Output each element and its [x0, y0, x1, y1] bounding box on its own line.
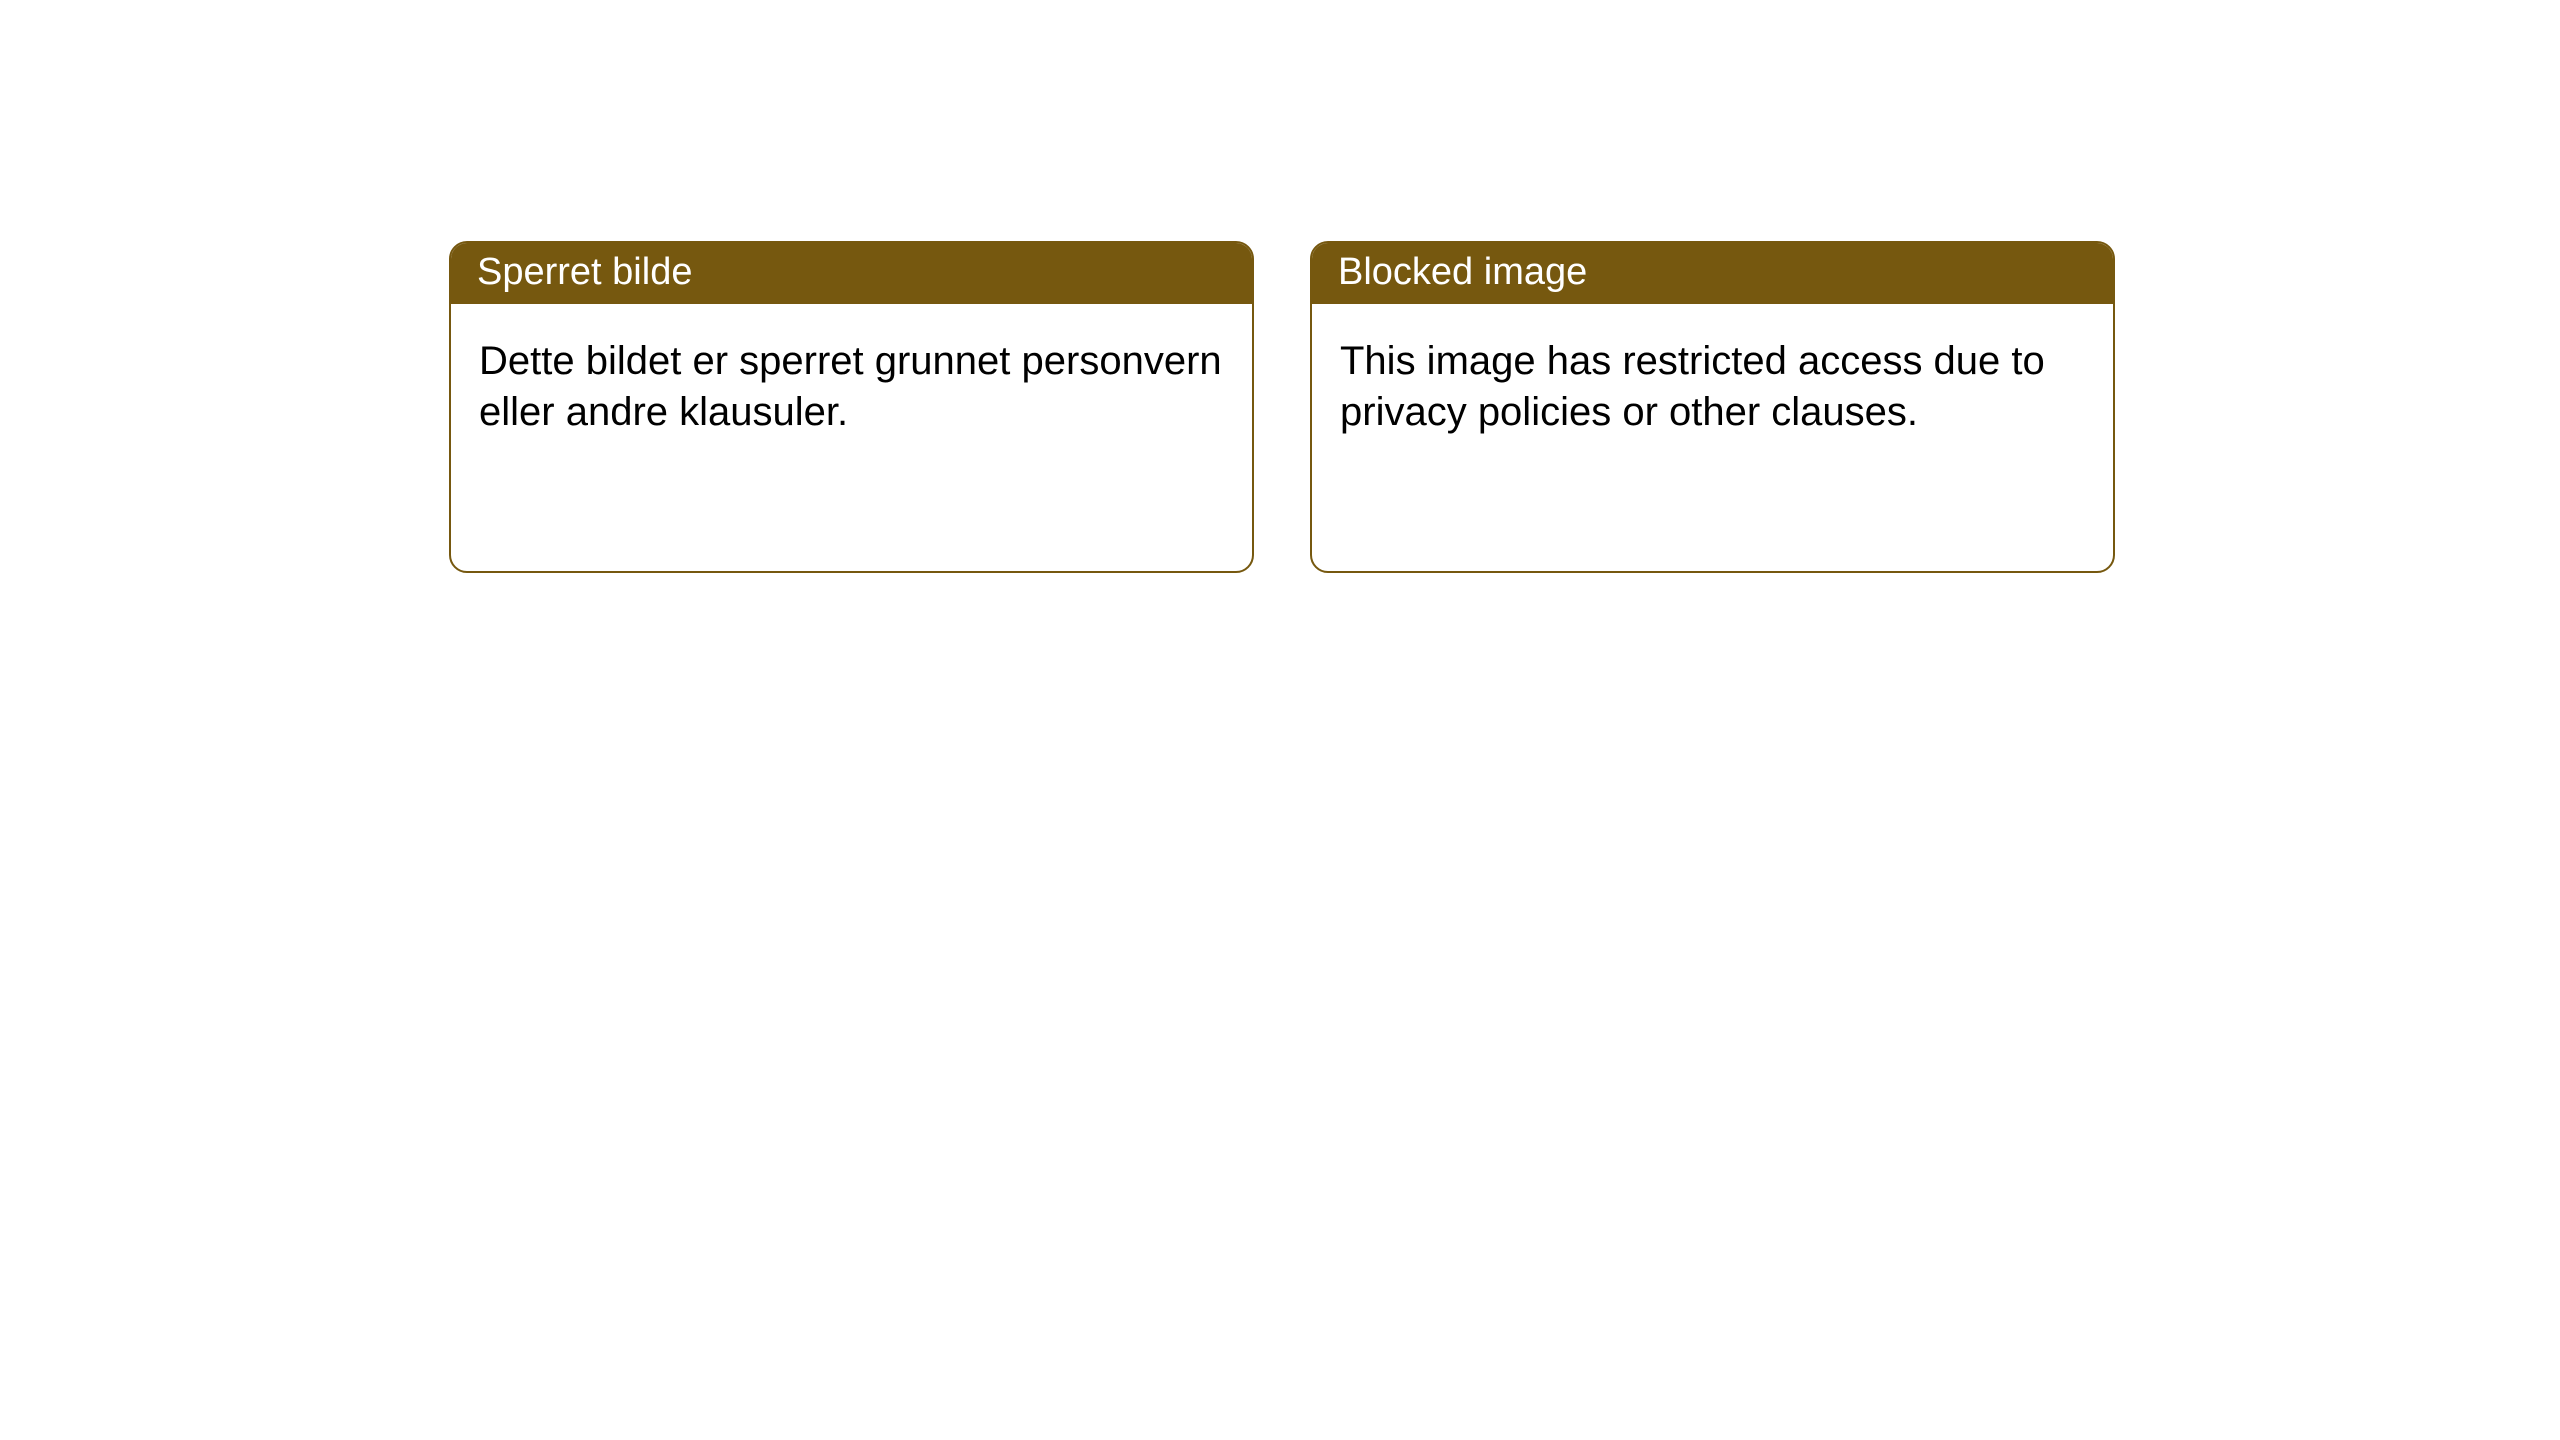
blocked-image-card-en: Blocked image This image has restricted … — [1310, 241, 2115, 573]
blocked-image-card-no: Sperret bilde Dette bildet er sperret gr… — [449, 241, 1254, 573]
card-body-en: This image has restricted access due to … — [1312, 304, 2113, 470]
notice-container: Sperret bilde Dette bildet er sperret gr… — [0, 0, 2560, 573]
card-title-en: Blocked image — [1312, 243, 2113, 304]
card-body-no: Dette bildet er sperret grunnet personve… — [451, 304, 1252, 470]
card-title-no: Sperret bilde — [451, 243, 1252, 304]
